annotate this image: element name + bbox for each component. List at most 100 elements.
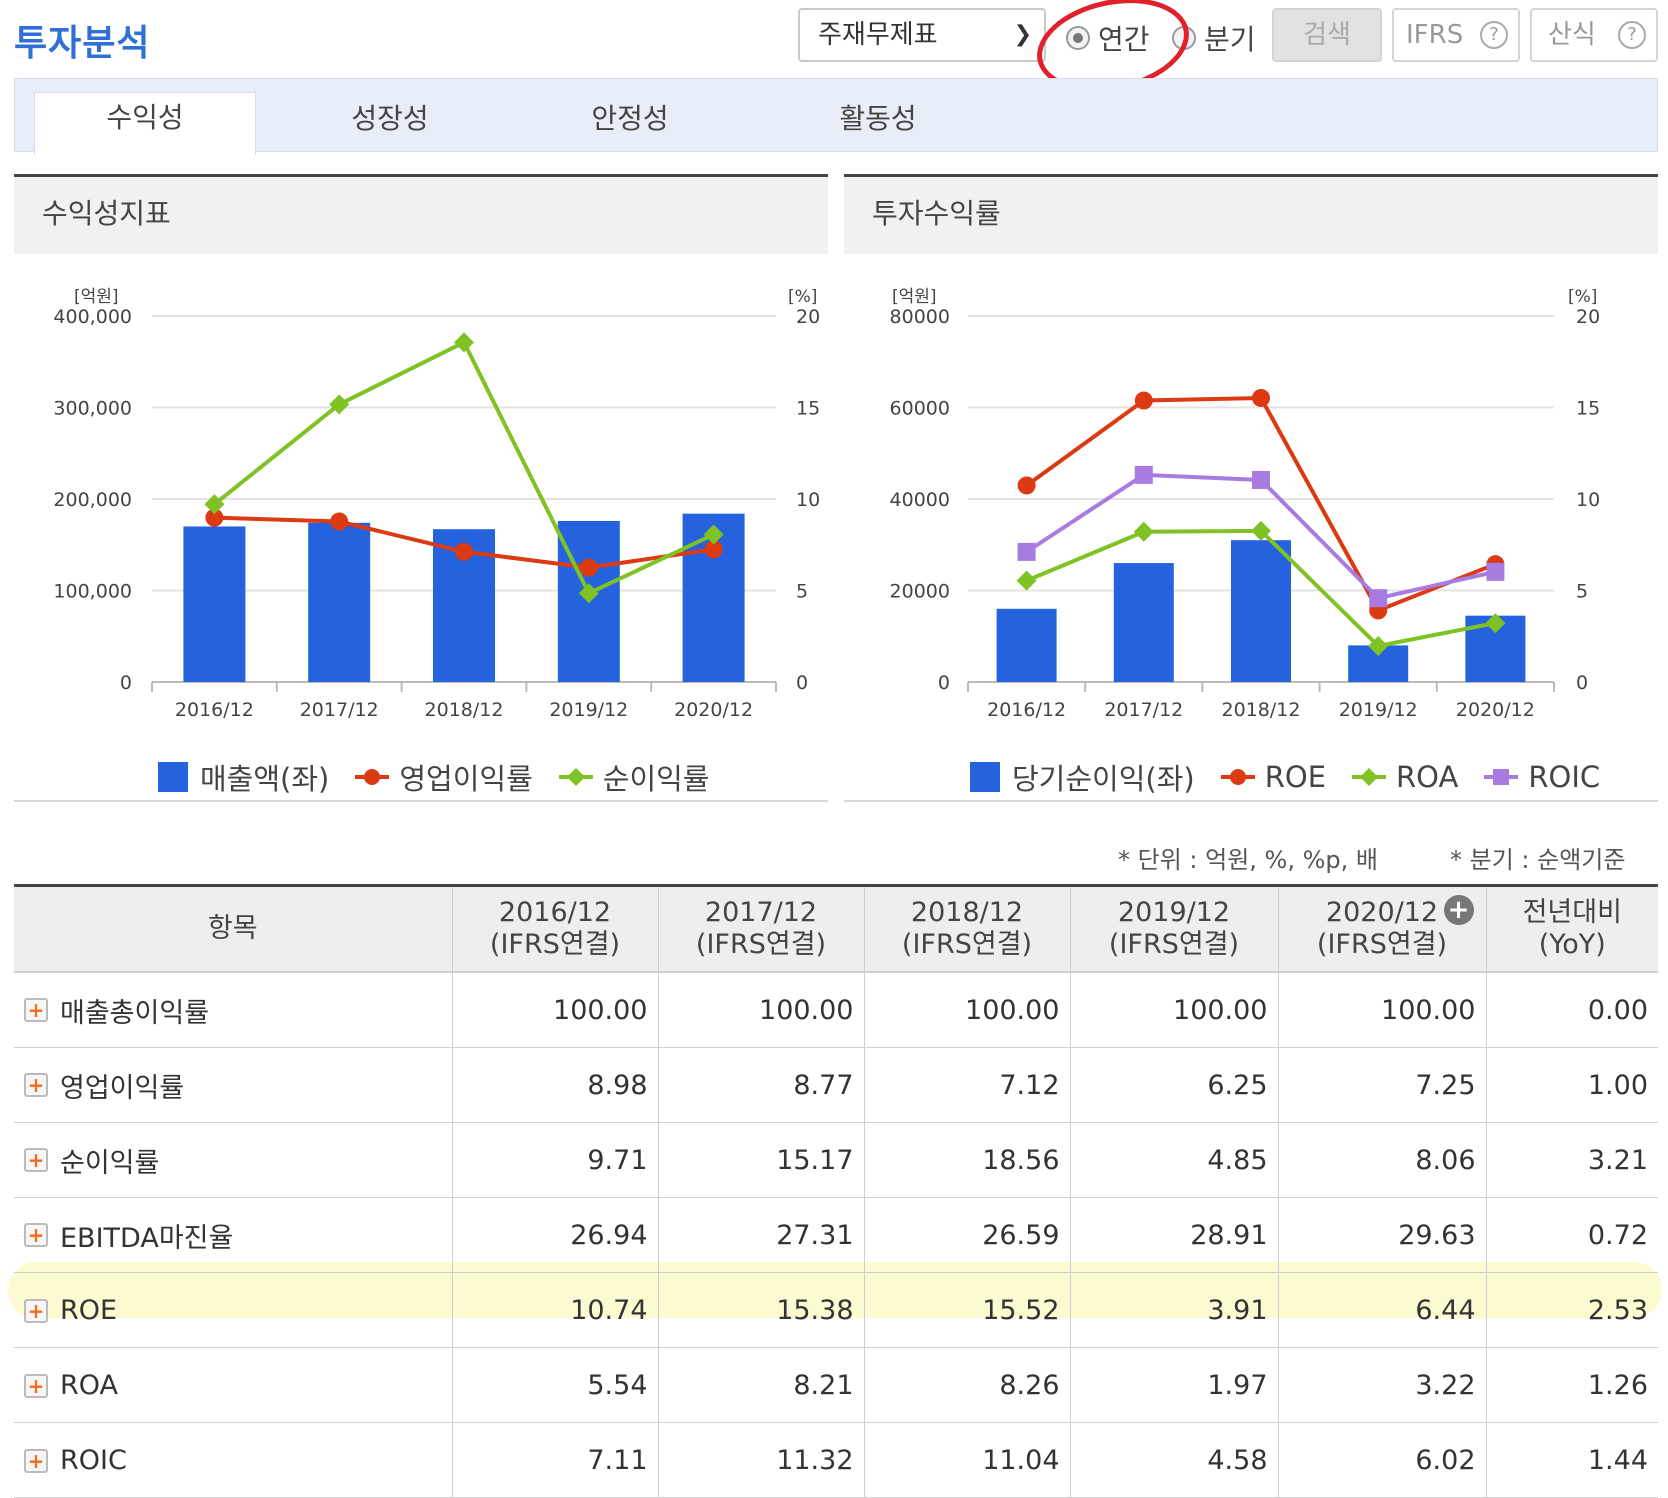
profitability-chart-title: 수익성지표 — [14, 174, 828, 254]
ifrs-help-button[interactable]: IFRS ? — [1392, 8, 1520, 62]
header-line: 전년대비 — [1522, 897, 1622, 928]
right-axis-unit: [%] — [1568, 287, 1597, 307]
table-cell: 3.91 — [1069, 1272, 1278, 1348]
right-axis-unit: [%] — [788, 287, 817, 307]
x-tick-label: 2019/12 — [549, 699, 628, 721]
header-subline: (IFRS연결) — [489, 929, 621, 960]
header-subline: (IFRS연결) — [1316, 929, 1448, 960]
header-subline: (IFRS연결) — [901, 929, 1033, 960]
header-line: 2019/12 — [1117, 897, 1231, 928]
legend-label: 당기순이익(좌) — [1012, 762, 1195, 796]
expand-plus-icon[interactable]: + — [24, 1223, 48, 1247]
tab-activity[interactable]: 활동성 — [839, 102, 917, 135]
point-ROE — [1252, 388, 1270, 407]
unit-note: * 단위 : 억원, %, %p, 배 — [1118, 846, 1378, 874]
left-tick-label: 0 — [938, 672, 950, 694]
column-header-2018: 2018/12 (IFRS연결) — [863, 884, 1070, 973]
table-cell: 7.25 — [1277, 1047, 1486, 1123]
period-radio-annual[interactable]: 연간 — [1066, 18, 1150, 58]
search-button[interactable]: 검색 — [1272, 8, 1382, 62]
point-ROA — [1251, 520, 1271, 541]
legend-circle-marker — [1220, 769, 1255, 785]
table-cell: 8.21 — [657, 1347, 864, 1423]
point-ROIC — [1369, 589, 1388, 608]
formula-help-button[interactable]: 산식 ? — [1530, 8, 1658, 62]
add-column-icon[interactable]: + — [1443, 895, 1474, 925]
point-ROA — [1485, 613, 1506, 634]
radio-annual-label: 연간 — [1098, 23, 1150, 56]
formula-label: 산식 — [1548, 20, 1596, 50]
table-cell: 4.85 — [1069, 1122, 1278, 1198]
tab-stability[interactable]: 안정성 — [591, 102, 669, 135]
legend-item: 순이익률 — [558, 756, 710, 798]
point-ROIC — [1134, 465, 1153, 484]
period-radio-quarter[interactable]: 분기 — [1172, 18, 1256, 58]
legend-item: ROE — [1220, 760, 1327, 794]
legend-label: 순이익률 — [602, 762, 710, 796]
column-header-2016: 2016/12 (IFRS연결) — [451, 884, 658, 973]
column-header-2020: 2020/12 (IFRS연결) + — [1277, 884, 1486, 973]
table-cell: 100.00 — [863, 972, 1070, 1048]
point-ROA — [1133, 521, 1154, 542]
point-영업이익률 — [205, 508, 224, 527]
report-type-select[interactable]: 주재무제표 ❯ — [798, 8, 1046, 62]
left-tick-label: 40000 — [890, 489, 950, 511]
table-cell: 11.04 — [863, 1422, 1070, 1498]
ifrs-label: IFRS — [1406, 20, 1464, 50]
table-cell: 1.97 — [1069, 1347, 1278, 1423]
table-row: + EBITDA마진율 26.94 27.31 26.59 28.91 29.63 0.72 — [14, 1197, 1658, 1273]
bar-2017/12 — [1113, 563, 1174, 682]
radio-selected-icon[interactable] — [1066, 26, 1090, 50]
row-label-cell: + ROE — [14, 1272, 452, 1348]
table-cell: 27.31 — [657, 1197, 864, 1273]
legend-label: ROE — [1264, 760, 1327, 794]
row-label: ROA — [60, 1370, 119, 1401]
quarter-note: * 분기 : 순액기준 — [1450, 846, 1626, 874]
row-label-cell: + 순이익률 — [14, 1122, 452, 1198]
legend-item: ROA — [1352, 760, 1458, 794]
right-tick-label: 0 — [796, 672, 808, 694]
table-cell: 18.56 — [863, 1122, 1070, 1198]
investment-return-chart: [억원] [%] 0 0 20000 5 40000 10 60000 15 80000 20 2016… — [890, 287, 1601, 721]
table-cell: 29.63 — [1277, 1197, 1486, 1273]
expand-plus-icon[interactable]: + — [24, 1148, 48, 1172]
expand-plus-icon[interactable]: + — [24, 1448, 48, 1473]
expand-plus-icon[interactable]: + — [24, 1298, 48, 1323]
header-line: 항목 — [207, 913, 258, 944]
profitability-table: 항목 2016/12 (IFRS연결) 2017/12 (IFRS연결) 2018/… — [14, 884, 1658, 1498]
point-ROE — [1017, 476, 1036, 495]
left-tick-label: 60000 — [890, 398, 950, 420]
table-cell: 8.98 — [451, 1047, 658, 1123]
profitability-legend: 매출액(좌) 영업이익률 순이익률 — [158, 756, 736, 798]
left-tick-label: 200,000 — [53, 489, 132, 511]
row-label-cell: + 영업이익률 — [14, 1047, 452, 1123]
legend-bar-swatch — [158, 762, 188, 792]
x-tick-label: 2018/12 — [1222, 699, 1301, 721]
right-tick-label: 15 — [796, 398, 820, 420]
x-tick-label: 2020/12 — [1456, 699, 1535, 721]
expand-plus-icon[interactable]: + — [24, 1073, 48, 1097]
tab-profitability[interactable]: 수익성 — [34, 92, 256, 155]
bar-2016/12 — [183, 526, 246, 682]
radio-unselected-icon[interactable] — [1172, 26, 1196, 50]
row-label: 영업이익률 — [60, 1072, 185, 1104]
bar-2016/12 — [996, 608, 1057, 682]
table-cell: 100.00 — [451, 972, 658, 1048]
point-ROA — [1016, 570, 1037, 591]
table-cell: 8.06 — [1277, 1122, 1486, 1198]
table-cell: 15.17 — [657, 1122, 864, 1198]
right-tick-label: 20 — [1576, 306, 1600, 328]
point-ROA — [1368, 635, 1389, 656]
left-axis-unit: [억원] — [74, 287, 119, 307]
table-cell: 9.71 — [451, 1122, 658, 1198]
legend-square-marker — [1484, 769, 1519, 785]
expand-plus-icon[interactable]: + — [24, 1373, 48, 1398]
table-cell: 3.21 — [1485, 1122, 1658, 1198]
header-line: 2016/12 — [498, 897, 612, 928]
point-영업이익률 — [579, 558, 598, 577]
tab-growth[interactable]: 성장성 — [351, 102, 429, 135]
table-cell: 8.26 — [863, 1347, 1070, 1423]
expand-plus-icon[interactable]: + — [24, 998, 48, 1022]
x-tick-label: 2016/12 — [987, 699, 1066, 721]
x-tick-label: 2017/12 — [1104, 699, 1183, 721]
